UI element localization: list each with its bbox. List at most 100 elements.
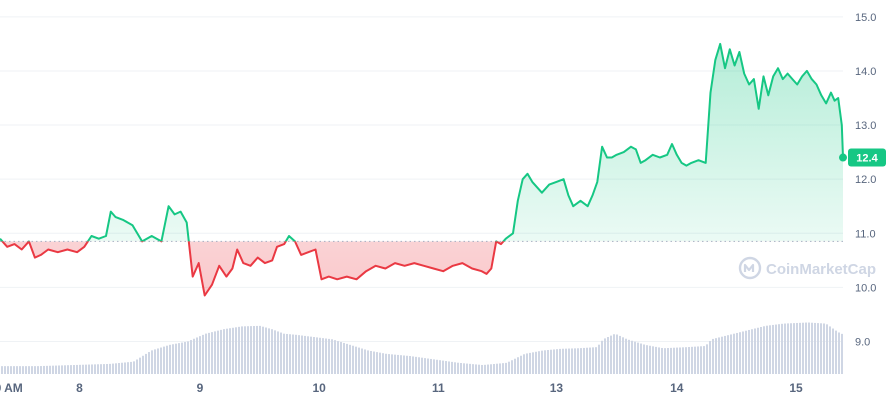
volume-bar xyxy=(4,366,6,374)
volume-bar xyxy=(733,333,735,374)
volume-bar xyxy=(304,335,306,374)
volume-bar xyxy=(88,364,90,374)
y-axis-labels: 9.0 10.0 11.0 12.0 13.0 14.0 15.0 xyxy=(855,12,876,349)
volume-bar xyxy=(793,323,795,374)
volume-bar xyxy=(742,331,744,374)
volume-bar xyxy=(511,360,513,374)
volume-bar xyxy=(241,326,243,374)
volume-bar xyxy=(373,351,375,374)
volume-bar xyxy=(652,346,654,374)
volume-bar xyxy=(556,349,558,374)
volume-bar xyxy=(472,364,474,374)
volume-bar xyxy=(310,336,312,374)
volume-bar xyxy=(328,338,330,374)
volume-bar xyxy=(676,347,678,374)
volume-bar xyxy=(112,363,114,374)
volume-bar xyxy=(16,366,18,374)
volume-bar xyxy=(82,364,84,374)
volume-bar xyxy=(157,348,159,374)
volume-bar xyxy=(487,364,489,374)
volume-bar xyxy=(316,337,318,374)
volume-bar xyxy=(331,339,333,374)
volume-bar xyxy=(229,328,231,374)
volume-bar xyxy=(415,356,417,374)
volume-bar xyxy=(145,353,147,374)
volume-bar xyxy=(31,366,33,374)
price-area-up xyxy=(0,43,843,242)
volume-bar xyxy=(379,352,381,374)
volume-bar xyxy=(364,349,366,374)
volume-bar xyxy=(802,322,804,374)
volume-bar xyxy=(484,364,486,374)
volume-bar xyxy=(403,355,405,374)
volume-bar xyxy=(616,334,618,374)
volume-bar xyxy=(643,344,645,374)
volume-bar xyxy=(694,346,696,374)
volume-bar xyxy=(298,335,300,374)
volume-bar xyxy=(679,347,681,374)
volume-bar xyxy=(703,346,705,374)
volume-bar xyxy=(604,338,606,374)
volume-bar xyxy=(307,336,309,374)
volume-bar xyxy=(400,355,402,374)
volume-bar xyxy=(115,363,117,374)
volume-bar xyxy=(745,330,747,374)
volume-bar xyxy=(205,333,207,374)
volume-bar xyxy=(268,328,270,374)
volume-bar xyxy=(76,364,78,374)
volume-bar xyxy=(478,364,480,374)
volume-bar xyxy=(385,353,387,374)
volume-bar xyxy=(595,347,597,374)
y-tick-label: 10.0 xyxy=(855,282,876,294)
volume-bar xyxy=(526,353,528,374)
volume-bar xyxy=(418,357,420,374)
volume-bar xyxy=(43,365,45,374)
volume-bar xyxy=(97,364,99,374)
volume-bar xyxy=(829,326,831,374)
price-line-up xyxy=(0,42,844,242)
volume-bar xyxy=(631,340,633,374)
volume-bar xyxy=(37,366,39,374)
coinmarketcap-watermark: CoinMarketCap xyxy=(738,256,876,280)
volume-bar xyxy=(7,366,9,374)
volume-bar xyxy=(523,354,525,374)
x-tick-label: 8 xyxy=(76,381,83,395)
volume-bar xyxy=(154,349,156,374)
volume-bar xyxy=(532,352,534,374)
volume-bar xyxy=(106,363,108,374)
volume-bar xyxy=(505,362,507,374)
volume-bar xyxy=(253,326,255,374)
volume-bar xyxy=(208,332,210,374)
volume-bar xyxy=(343,342,345,374)
volume-bar xyxy=(466,363,468,374)
volume-bar xyxy=(790,323,792,374)
volume-bar xyxy=(214,331,216,374)
volume-bar xyxy=(289,334,291,374)
volume-bar xyxy=(592,347,594,374)
volume-bar xyxy=(667,348,669,374)
volume-bar xyxy=(700,346,702,374)
volume-bar xyxy=(322,338,324,374)
volume-bar xyxy=(661,347,663,374)
price-area xyxy=(0,43,843,296)
coinmarketcap-logo-icon xyxy=(738,256,762,280)
volume-bar xyxy=(586,347,588,374)
volume-bar xyxy=(295,334,297,374)
volume-bar xyxy=(463,363,465,374)
volume-bar xyxy=(70,365,72,374)
volume-bar xyxy=(514,358,516,374)
volume-bar xyxy=(691,346,693,374)
volume-bar xyxy=(787,323,789,374)
volume-bar xyxy=(496,363,498,374)
volume-bar xyxy=(811,322,813,374)
volume-bar xyxy=(193,338,195,374)
volume-bar xyxy=(544,350,546,374)
volume-bar xyxy=(148,352,150,374)
volume-bar xyxy=(361,348,363,374)
volume-bar xyxy=(427,358,429,374)
volume-bar xyxy=(223,329,225,374)
volume-bar xyxy=(40,366,42,374)
volume-bar xyxy=(640,343,642,374)
volume-bar xyxy=(52,365,54,374)
